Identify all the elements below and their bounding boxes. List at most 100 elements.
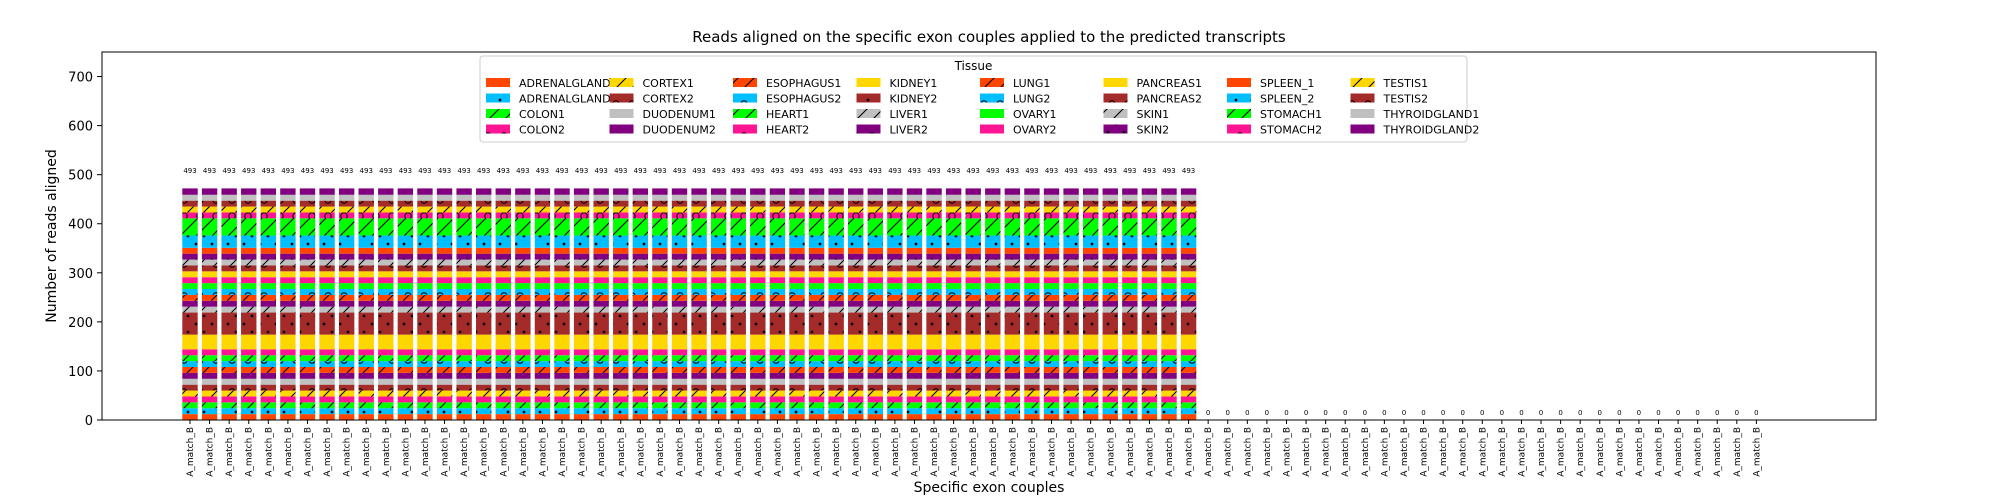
bar-segment [593, 188, 609, 195]
bar-segment [534, 402, 551, 409]
bar-segment [613, 283, 629, 289]
bar-segment [241, 188, 257, 195]
bar-segment [1161, 402, 1177, 409]
bar-segment [1141, 277, 1158, 284]
bar-segment [710, 396, 727, 403]
bar-segment [926, 283, 942, 289]
bar-segment [358, 361, 374, 368]
bar-segment [280, 194, 296, 201]
bar-segment [926, 194, 942, 201]
bar-segment [671, 283, 688, 289]
bar-segment [573, 312, 590, 335]
bar-segment [867, 334, 883, 350]
bar-segment [397, 378, 414, 385]
bar-segment [1161, 408, 1177, 415]
bar-segment [280, 271, 296, 278]
bar-segment [1043, 218, 1060, 236]
bar-segment [1043, 271, 1060, 278]
bar-value-label: 0 [1735, 409, 1739, 417]
bar-segment [260, 334, 277, 350]
bar-segment [906, 253, 923, 260]
bar-segment [436, 361, 453, 368]
bar-segment [1063, 277, 1079, 284]
bar-segment [260, 384, 277, 391]
bar-segment [397, 408, 414, 415]
bar-segment [299, 306, 316, 313]
bar-segment [926, 372, 942, 379]
bar-segment [1122, 349, 1138, 356]
bar-segment [985, 277, 1001, 284]
bar-segment [495, 334, 511, 350]
bar-segment [1141, 247, 1158, 254]
bar-segment [926, 367, 942, 373]
bar-segment [789, 200, 805, 207]
bar-segment [201, 312, 218, 335]
x-tick-label: A_match_B [578, 427, 588, 477]
x-tick-label: A_match_B [1145, 427, 1155, 477]
bar-value-label: 0 [1500, 409, 1504, 417]
bar-stack [1180, 188, 1197, 420]
bar-segment [495, 306, 511, 313]
legend-label: ADRENALGLAND2 [519, 93, 618, 106]
bar-segment [554, 390, 570, 397]
bar-segment [828, 402, 844, 409]
bar-segment [417, 334, 433, 350]
bar-segment [1161, 259, 1177, 266]
bar-segment [867, 361, 883, 368]
bar-segment [1082, 378, 1099, 385]
bar-value-label: 0 [1441, 409, 1445, 417]
bar-value-label: 0 [1460, 409, 1464, 417]
bar-segment [1082, 355, 1099, 362]
bar-segment [338, 367, 355, 373]
legend-swatch [980, 93, 1004, 103]
bar-segment [417, 206, 433, 213]
bar-segment [906, 265, 923, 272]
bar-segment [436, 200, 453, 207]
bar-segment [182, 218, 198, 236]
bar-segment [593, 277, 609, 284]
bar-segment [1180, 390, 1197, 397]
legend-label: STOMACH2 [1260, 124, 1322, 137]
bar-segment [730, 218, 746, 236]
bar-segment [965, 367, 981, 373]
bar-segment [182, 235, 198, 248]
bar-segment [867, 300, 883, 307]
bar-segment [280, 247, 296, 254]
bar-segment [1122, 271, 1138, 278]
bar-segment [652, 396, 668, 403]
bar-segment [1024, 349, 1040, 356]
bar-segment [887, 288, 903, 295]
bar-segment [1180, 402, 1197, 409]
bar-segment [299, 349, 316, 356]
bar-segment [750, 378, 766, 385]
bar-segment [985, 188, 1001, 195]
bar-segment [573, 288, 590, 295]
bar-segment [299, 200, 316, 207]
bar-segment [241, 200, 257, 207]
bar-segment [926, 378, 942, 385]
bar-segment [358, 188, 374, 195]
legend-swatch [1103, 124, 1128, 134]
x-tick-label: A_match_B [1420, 427, 1430, 477]
bar-segment [1024, 402, 1040, 409]
bar-segment [299, 271, 316, 278]
bar-segment [201, 372, 218, 379]
bar-segment [495, 396, 511, 403]
legend-swatch [1350, 93, 1375, 103]
bar-segment [1043, 408, 1060, 415]
bar-segment [397, 414, 414, 420]
bar-segment [1082, 218, 1099, 236]
bar-segment [1043, 312, 1060, 335]
bar-segment [671, 200, 688, 207]
x-tick-label: A_match_B [930, 427, 940, 477]
bar-segment [710, 384, 727, 391]
bar-segment [1063, 265, 1079, 272]
bar-segment [1082, 396, 1099, 403]
bar-value-label: 493 [1006, 167, 1019, 175]
bar-segment [1122, 306, 1138, 313]
bar-segment [887, 212, 903, 219]
bar-segment [906, 384, 923, 391]
bar-segment [965, 355, 981, 362]
bar-segment [887, 306, 903, 313]
bar-segment [241, 277, 257, 284]
